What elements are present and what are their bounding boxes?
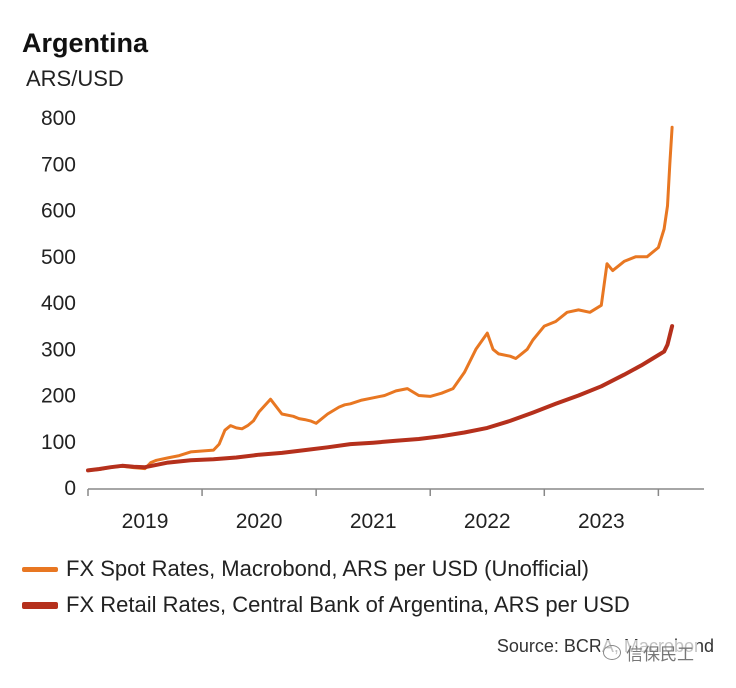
x-tick-label: 2023: [578, 510, 625, 533]
x-tick-label: 2022: [464, 510, 511, 533]
x-tick-label: 2019: [122, 510, 169, 533]
legend-label-retail: FX Retail Rates, Central Bank of Argenti…: [66, 592, 630, 617]
legend-item-spot: FX Spot Rates, Macrobond, ARS per USD (U…: [22, 556, 589, 582]
y-tick-label: 800: [41, 107, 76, 130]
series-line-retail: [86, 324, 675, 473]
legend-swatch-spot: [22, 566, 58, 572]
y-tick-label: 500: [41, 246, 76, 269]
series-lines: [86, 125, 675, 473]
chat-bubble-icon: [603, 645, 621, 660]
y-tick-label: 600: [41, 200, 76, 223]
y-tick-label: 100: [41, 431, 76, 454]
y-axis: 0 100 200 300 400 500 600 700 800: [41, 107, 76, 500]
y-tick-label: 200: [41, 385, 76, 408]
watermark: 信保民工: [600, 640, 697, 665]
legend-label-spot: FX Spot Rates, Macrobond, ARS per USD (U…: [66, 556, 589, 581]
y-axis-unit-label: ARS/USD: [26, 66, 124, 91]
watermark-text: 信保民工: [626, 645, 694, 664]
x-tick-label: 2021: [350, 510, 397, 533]
x-axis: 2019 2020 2021 2022 2023: [87, 488, 704, 533]
y-tick-label: 300: [41, 338, 76, 361]
chart-title: Argentina: [22, 28, 149, 58]
legend-swatch-retail: [22, 601, 58, 609]
legend-item-retail: FX Retail Rates, Central Bank of Argenti…: [22, 592, 630, 618]
y-tick-label: 0: [64, 477, 76, 500]
y-tick-label: 700: [41, 153, 76, 176]
y-tick-label: 400: [41, 292, 76, 315]
x-tick-label: 2020: [236, 510, 283, 533]
series-line-spot: [86, 125, 674, 472]
